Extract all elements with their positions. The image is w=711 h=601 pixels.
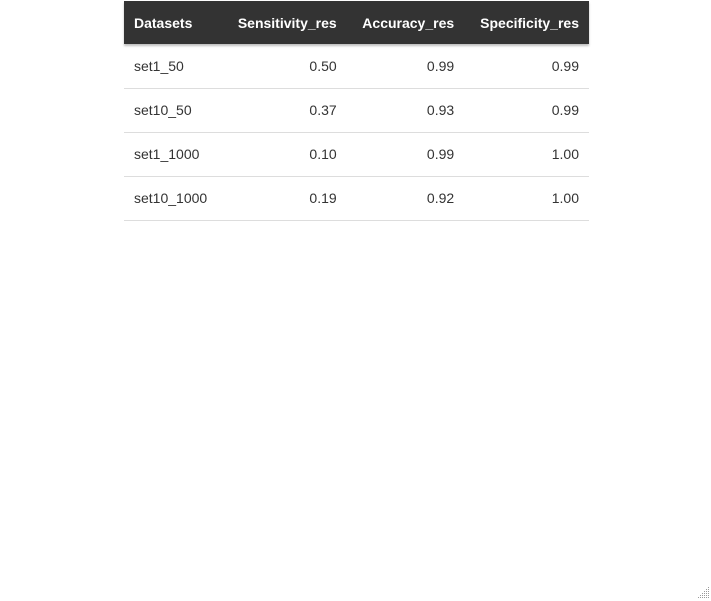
- results-table: Datasets Sensitivity_res Accuracy_res Sp…: [124, 1, 589, 221]
- cell-accuracy: 0.99: [426, 57, 455, 74]
- cell-dataset: set10_1000: [134, 190, 208, 206]
- header-accuracy[interactable]: Accuracy_res: [362, 14, 455, 31]
- cell-sensitivity: 0.10: [309, 146, 337, 162]
- cell-specificity: 0.99: [551, 57, 579, 74]
- cell-specificity: 0.99: [551, 102, 579, 118]
- cell-dataset: set10_50: [134, 102, 192, 118]
- cell-dataset: set1_1000: [134, 146, 200, 162]
- resize-grip-icon[interactable]: [696, 585, 710, 599]
- table-body: set1_50 0.50 0.99 0.99 set10_50 0.37 0.9…: [124, 44, 589, 220]
- resize-grip-icon-graphic: [698, 587, 709, 598]
- table-row: set10_1000 0.19 0.92 1.00: [124, 176, 589, 220]
- cell-specificity: 1.00: [551, 146, 579, 162]
- cell-accuracy: 0.99: [426, 146, 455, 162]
- header-datasets[interactable]: Datasets: [134, 14, 193, 31]
- table-header: Datasets Sensitivity_res Accuracy_res Sp…: [124, 1, 589, 44]
- table-row: set1_1000 0.10 0.99 1.00: [124, 132, 589, 176]
- table-row: set1_50 0.50 0.99 0.99: [124, 44, 589, 88]
- cell-sensitivity: 0.50: [309, 57, 337, 74]
- header-sensitivity[interactable]: Sensitivity_res: [237, 14, 337, 31]
- cell-sensitivity: 0.37: [309, 102, 337, 118]
- cell-accuracy: 0.93: [426, 102, 455, 118]
- cell-specificity: 1.00: [551, 190, 579, 206]
- cell-sensitivity: 0.19: [309, 190, 337, 206]
- cell-dataset: set1_50: [134, 57, 184, 74]
- header-row: Datasets Sensitivity_res Accuracy_res Sp…: [124, 1, 589, 44]
- cell-accuracy: 0.92: [426, 190, 455, 206]
- table-row: set10_50 0.37 0.93 0.99: [124, 88, 589, 132]
- header-specificity[interactable]: Specificity_res: [480, 14, 579, 31]
